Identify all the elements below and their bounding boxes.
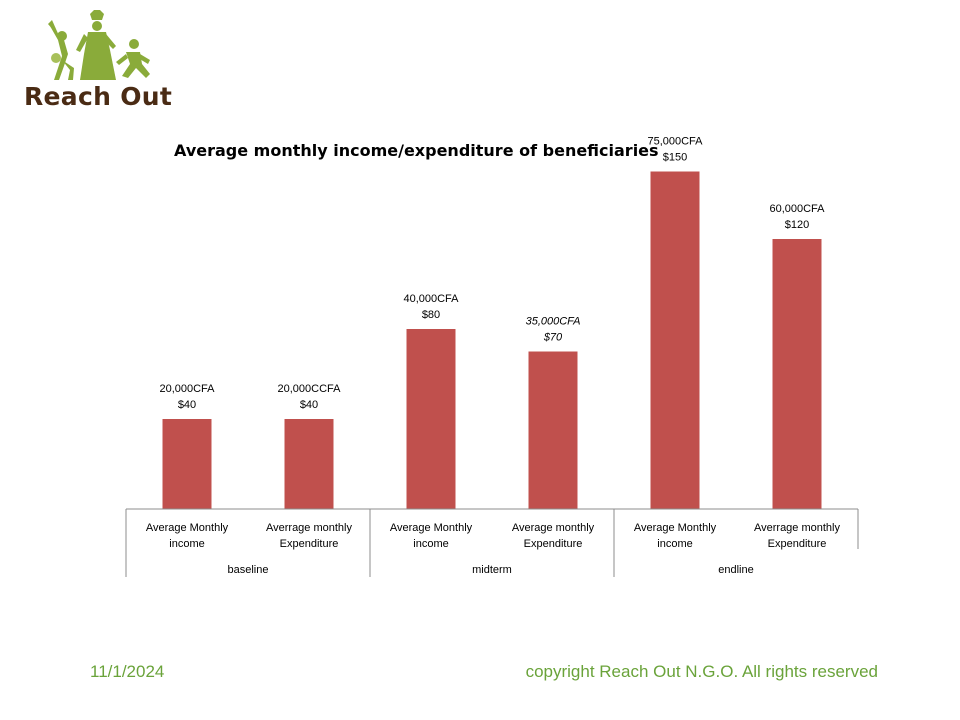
x-tick-label: Averrage monthly bbox=[754, 522, 841, 534]
bar bbox=[650, 171, 700, 509]
x-tick-label: Average Monthly bbox=[146, 522, 229, 534]
x-tick-label: Expenditure bbox=[768, 538, 827, 550]
x-tick-label: Average monthly bbox=[512, 522, 595, 534]
data-label: $70 bbox=[543, 332, 563, 344]
bar bbox=[162, 419, 212, 509]
x-tick-label: income bbox=[657, 538, 692, 550]
x-tick-label: Expenditure bbox=[524, 538, 583, 550]
footer-date: 11/1/2024 bbox=[90, 662, 165, 681]
x-group-label: endline bbox=[718, 564, 753, 576]
data-label: 75,000CFA bbox=[647, 136, 703, 148]
x-group-label: midterm bbox=[472, 564, 512, 576]
data-label: $40 bbox=[300, 399, 318, 411]
chart-title: Average monthly income/expenditure of be… bbox=[174, 141, 659, 160]
x-tick-label: Expenditure bbox=[280, 538, 339, 550]
data-label: 35,000CFA bbox=[526, 316, 581, 328]
dancing-figures-icon bbox=[48, 10, 150, 80]
data-label: $150 bbox=[663, 152, 687, 164]
data-label: $40 bbox=[178, 399, 196, 411]
data-label: $80 bbox=[422, 309, 440, 321]
bar bbox=[406, 329, 456, 509]
data-label: 20,000CCFA bbox=[278, 383, 342, 395]
x-group-label: baseline bbox=[228, 564, 269, 576]
x-tick-label: Averrage monthly bbox=[266, 522, 353, 534]
x-tick-label: Average Monthly bbox=[634, 522, 717, 534]
data-label: 40,000CFA bbox=[403, 293, 459, 305]
data-label: 60,000CFA bbox=[769, 203, 825, 215]
brand-name: Reach Out bbox=[24, 82, 173, 111]
reach-out-logo: Reach Out bbox=[18, 10, 188, 115]
x-tick-label: Average Monthly bbox=[390, 522, 473, 534]
bar bbox=[528, 351, 578, 509]
data-label: 20,000CFA bbox=[159, 383, 215, 395]
bar bbox=[284, 419, 334, 509]
x-tick-label: income bbox=[413, 538, 448, 550]
footer-copyright: copyright Reach Out N.G.O. All rights re… bbox=[525, 662, 878, 681]
x-tick-label: income bbox=[169, 538, 204, 550]
data-label: $120 bbox=[785, 219, 809, 231]
bar bbox=[772, 239, 822, 509]
